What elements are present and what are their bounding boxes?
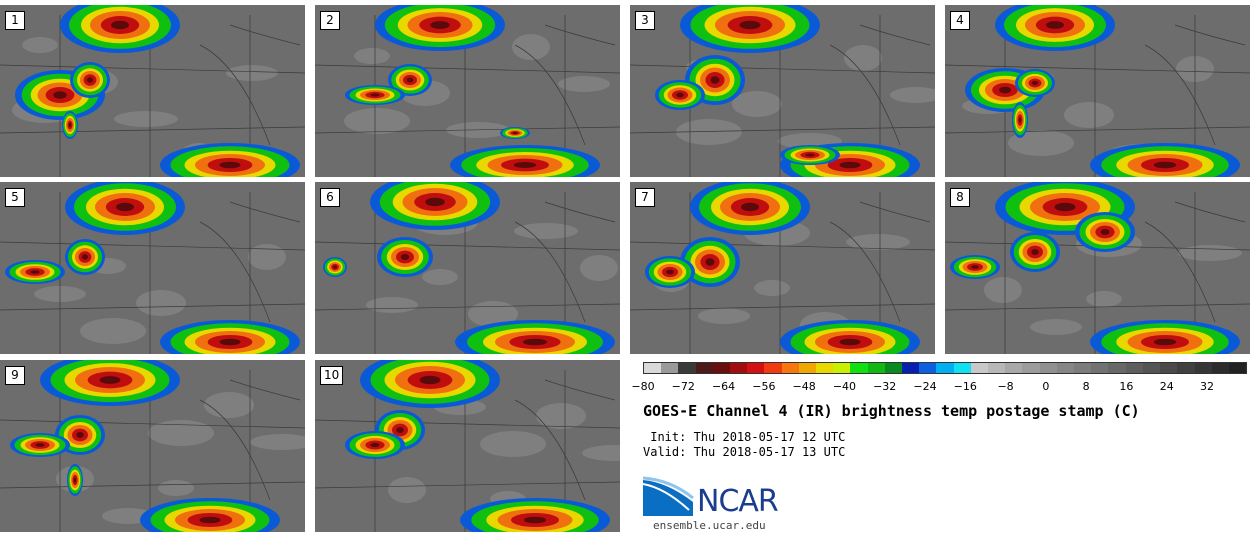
colorbar-tick-label: −8 (997, 380, 1014, 393)
colorbar-segment (1022, 363, 1040, 373)
panel-label: 10 (320, 366, 344, 385)
colorbar-tick-label: 0 (1042, 380, 1050, 393)
colorbar-segment (712, 363, 731, 373)
colorbar-segment (850, 363, 868, 373)
colorbar-segment (988, 363, 1006, 373)
colorbar-segment (1211, 363, 1229, 373)
colorbar-tick-label: −48 (792, 380, 816, 393)
colorbar-segment (764, 363, 782, 373)
panel-label: 1 (5, 11, 25, 30)
colorbar-segment (730, 363, 748, 373)
colorbar-tick-label: −32 (873, 380, 897, 393)
colorbar-segment (919, 363, 937, 373)
ncar-logo-text: NCAR (697, 484, 779, 519)
colorbar-segment (781, 363, 799, 373)
member-panel-3: 3 (630, 5, 935, 177)
panel-label: 5 (5, 188, 25, 207)
panel-label: 6 (320, 188, 340, 207)
ir-imagery (945, 182, 1250, 354)
colorbar-tick-label: −24 (913, 380, 937, 393)
ir-imagery (0, 360, 305, 532)
colorbar-segment (1039, 363, 1057, 373)
ir-imagery (945, 5, 1250, 177)
colorbar-segment (1074, 363, 1092, 373)
panel-label: 7 (635, 188, 655, 207)
panel-label: 2 (320, 11, 340, 30)
valid-time: Valid: Thu 2018-05-17 13 UTC (643, 445, 846, 459)
ir-imagery (315, 360, 620, 532)
colorbar-segment (747, 363, 765, 373)
colorbar-segment (644, 363, 662, 373)
colorbar-segment (661, 363, 679, 373)
colorbar-tick-label: −72 (671, 380, 695, 393)
colorbar-segment (678, 363, 696, 373)
colorbar-tick-label: −64 (711, 380, 736, 393)
panel-label: 4 (950, 11, 970, 30)
colorbar-tick-label: −56 (752, 380, 776, 393)
colorbar-segment (798, 363, 817, 373)
colorbar-tick-label: −40 (832, 380, 857, 393)
panel-label: 3 (635, 11, 655, 30)
ir-imagery (0, 5, 305, 177)
ncar-logo-icon (643, 476, 694, 516)
colorbar-tick-label: 8 (1082, 380, 1090, 393)
member-panel-7: 7 (630, 182, 935, 354)
colorbar-tick-label: 24 (1159, 380, 1174, 393)
colorbar-tick-label: −80 (631, 380, 655, 393)
colorbar-segment (1091, 363, 1109, 373)
colorbar-segment (953, 363, 971, 373)
colorbar-segment (1142, 363, 1161, 373)
colorbar-segment (1194, 363, 1212, 373)
colorbar-segment (1125, 363, 1143, 373)
colorbar-segment (884, 363, 903, 373)
colorbar-segment (833, 363, 851, 373)
figure-title: GOES-E Channel 4 (IR) brightness temp po… (643, 402, 1140, 420)
member-panel-8: 8 (945, 182, 1250, 354)
ir-imagery (315, 182, 620, 354)
colorbar (643, 362, 1247, 374)
colorbar-segment (867, 363, 885, 373)
member-panel-9: 9 (0, 360, 305, 532)
colorbar-segment (816, 363, 834, 373)
panel-label: 9 (5, 366, 25, 385)
colorbar-tick-label: 16 (1119, 380, 1134, 393)
member-panel-1: 1 (0, 5, 305, 177)
member-panel-2: 2 (315, 5, 620, 177)
colorbar-tick-label: 32 (1200, 380, 1214, 393)
colorbar-tick-label: −16 (953, 380, 977, 393)
colorbar-segment (970, 363, 989, 373)
colorbar-segment (902, 363, 920, 373)
site-url: ensemble.ucar.edu (653, 519, 766, 532)
colorbar-segment (1177, 363, 1195, 373)
colorbar-segment (1108, 363, 1126, 373)
ir-imagery (315, 5, 620, 177)
ir-imagery (630, 5, 935, 177)
member-panel-10: 10 (315, 360, 620, 532)
colorbar-segment (695, 363, 713, 373)
colorbar-segment (936, 363, 954, 373)
ir-imagery (0, 182, 305, 354)
colorbar-segment (1005, 363, 1023, 373)
member-panel-5: 5 (0, 182, 305, 354)
panel-label: 8 (950, 188, 970, 207)
init-time: Init: Thu 2018-05-17 12 UTC (643, 430, 846, 444)
member-panel-6: 6 (315, 182, 620, 354)
colorbar-segment (1228, 363, 1247, 373)
ir-imagery (630, 182, 935, 354)
member-panel-4: 4 (945, 5, 1250, 177)
colorbar-ticks: −80 −72 −64 −56 −48 −40 −32 −24 −16 −8 0 8 16 24 32 (631, 380, 1247, 394)
colorbar-segment (1056, 363, 1075, 373)
colorbar-segment (1160, 363, 1178, 373)
